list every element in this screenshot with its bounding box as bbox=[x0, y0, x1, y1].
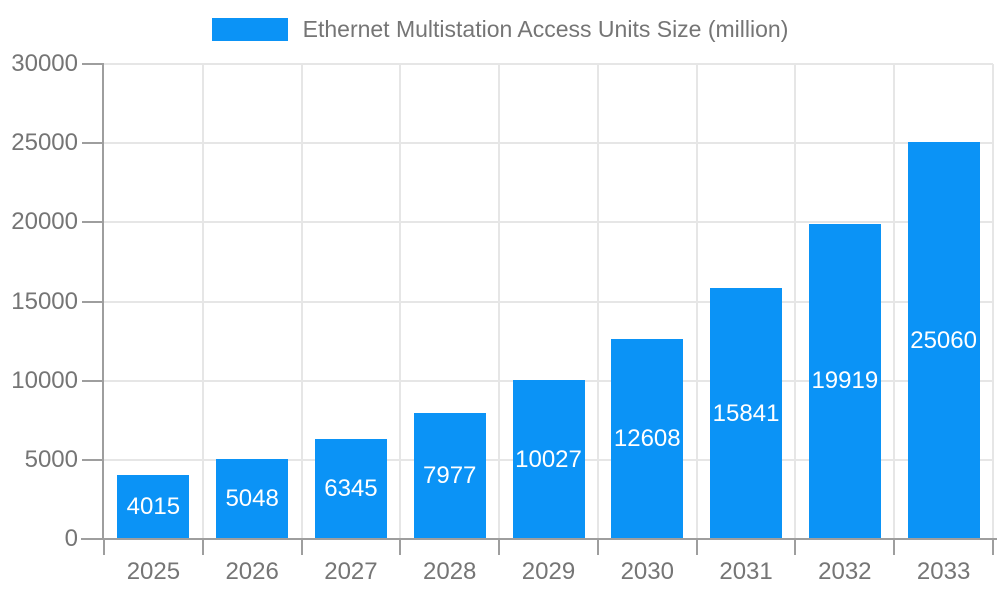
h-gridline bbox=[104, 221, 993, 224]
bar-2026: 5048 bbox=[216, 459, 289, 539]
x-axis-label: 2029 bbox=[521, 558, 576, 585]
x-tick bbox=[695, 539, 698, 555]
y-tick bbox=[82, 458, 104, 461]
bar-2033: 25060 bbox=[907, 142, 980, 539]
bar-value-label: 15841 bbox=[712, 399, 780, 427]
x-tick bbox=[596, 539, 599, 555]
x-tick bbox=[201, 539, 204, 555]
chart-legend: Ethernet Multistation Access Units Size … bbox=[0, 16, 1000, 43]
x-axis-line bbox=[81, 538, 997, 540]
bar-2032: 19919 bbox=[808, 223, 881, 539]
x-tick bbox=[893, 539, 896, 555]
y-tick bbox=[82, 221, 104, 224]
y-tick bbox=[82, 142, 104, 145]
bar-value-label: 7977 bbox=[423, 461, 477, 489]
legend-label: Ethernet Multistation Access Units Size … bbox=[302, 16, 789, 42]
x-axis-label: 2028 bbox=[423, 558, 477, 585]
x-tick bbox=[992, 539, 994, 555]
h-gridline bbox=[104, 142, 993, 145]
x-tick bbox=[399, 539, 402, 555]
y-axis-line bbox=[102, 64, 104, 539]
y-axis-label: 15000 bbox=[11, 287, 78, 315]
y-axis-label: 30000 bbox=[11, 50, 78, 77]
bar-2029: 10027 bbox=[512, 380, 585, 539]
bar-2031: 15841 bbox=[710, 288, 783, 539]
x-tick bbox=[794, 539, 797, 555]
bar-2030: 12608 bbox=[611, 339, 684, 539]
y-tick bbox=[82, 300, 104, 303]
x-axis-label: 2027 bbox=[324, 558, 378, 585]
v-gridline bbox=[992, 64, 994, 539]
bar-value-label: 5048 bbox=[225, 485, 279, 513]
bar-value-label: 10027 bbox=[515, 445, 582, 473]
x-axis-label: 2032 bbox=[818, 558, 872, 585]
v-gridline bbox=[794, 64, 797, 539]
bar-value-label: 12608 bbox=[613, 425, 681, 453]
y-axis-label: 5000 bbox=[24, 445, 78, 473]
x-tick bbox=[498, 539, 501, 555]
bar-2028: 7977 bbox=[413, 412, 486, 539]
x-tick bbox=[103, 539, 105, 555]
v-gridline bbox=[498, 64, 501, 539]
h-gridline bbox=[104, 300, 993, 303]
y-axis-label: 10000 bbox=[11, 366, 78, 394]
v-gridline bbox=[300, 64, 303, 539]
v-gridline bbox=[201, 64, 204, 539]
x-axis-label: 2030 bbox=[620, 558, 674, 585]
v-gridline bbox=[596, 64, 599, 539]
y-axis-label: 0 bbox=[64, 525, 78, 552]
v-gridline bbox=[399, 64, 402, 539]
bar-2025: 4015 bbox=[117, 475, 190, 539]
x-tick bbox=[300, 539, 303, 555]
x-axis-label: 2033 bbox=[916, 558, 971, 585]
y-tick bbox=[82, 63, 104, 65]
bar-2027: 6345 bbox=[314, 438, 387, 539]
bar-value-label: 25060 bbox=[910, 326, 977, 354]
v-gridline bbox=[695, 64, 698, 539]
h-gridline bbox=[104, 63, 993, 65]
x-axis-label: 2025 bbox=[126, 558, 181, 585]
v-gridline bbox=[893, 64, 896, 539]
legend-swatch bbox=[211, 18, 288, 41]
x-axis-label: 2026 bbox=[225, 558, 279, 585]
y-axis-label: 25000 bbox=[11, 129, 78, 157]
bar-value-label: 19919 bbox=[811, 367, 879, 395]
y-axis-label: 20000 bbox=[11, 208, 78, 236]
bar-value-label: 6345 bbox=[324, 474, 378, 502]
bar-value-label: 4015 bbox=[126, 493, 181, 521]
y-tick bbox=[82, 379, 104, 382]
x-axis-label: 2031 bbox=[719, 558, 773, 585]
